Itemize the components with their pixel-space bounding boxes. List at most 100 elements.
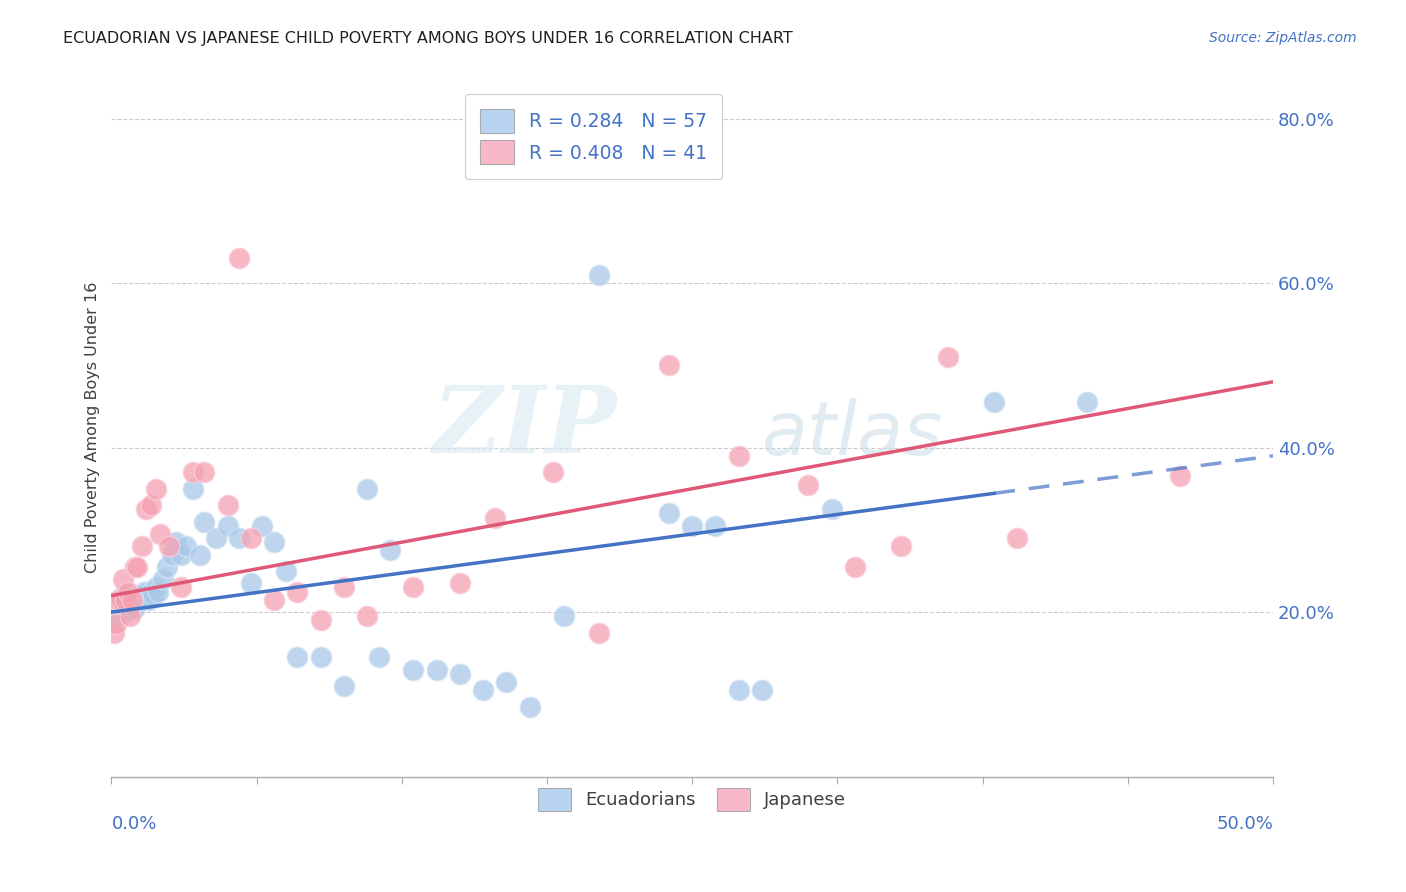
Text: atlas: atlas bbox=[762, 398, 943, 470]
Point bbox=[1007, 531, 1029, 545]
Point bbox=[797, 477, 820, 491]
Point bbox=[309, 613, 332, 627]
Point bbox=[936, 350, 959, 364]
Point bbox=[380, 543, 402, 558]
Point bbox=[146, 584, 169, 599]
Point bbox=[541, 465, 564, 479]
Point bbox=[519, 699, 541, 714]
Point bbox=[890, 539, 912, 553]
Point bbox=[274, 564, 297, 578]
Text: ECUADORIAN VS JAPANESE CHILD POVERTY AMONG BOYS UNDER 16 CORRELATION CHART: ECUADORIAN VS JAPANESE CHILD POVERTY AMO… bbox=[63, 31, 793, 46]
Point bbox=[727, 449, 749, 463]
Point bbox=[681, 518, 703, 533]
Point bbox=[588, 625, 610, 640]
Point bbox=[751, 683, 773, 698]
Point bbox=[263, 535, 285, 549]
Point bbox=[114, 592, 136, 607]
Point bbox=[112, 572, 135, 586]
Point bbox=[983, 395, 1005, 409]
Text: 50.0%: 50.0% bbox=[1216, 815, 1272, 833]
Point bbox=[152, 572, 174, 586]
Point bbox=[114, 605, 136, 619]
Point bbox=[110, 592, 132, 607]
Point bbox=[181, 465, 204, 479]
Point bbox=[402, 663, 425, 677]
Text: ZIP: ZIP bbox=[433, 382, 617, 472]
Point bbox=[121, 592, 143, 607]
Point bbox=[588, 268, 610, 282]
Point bbox=[142, 589, 165, 603]
Point bbox=[156, 560, 179, 574]
Point bbox=[285, 584, 308, 599]
Point bbox=[121, 592, 143, 607]
Point bbox=[332, 679, 354, 693]
Point bbox=[356, 482, 378, 496]
Point bbox=[332, 581, 354, 595]
Point bbox=[170, 581, 193, 595]
Point bbox=[193, 465, 215, 479]
Point bbox=[112, 589, 135, 603]
Point bbox=[449, 666, 471, 681]
Point bbox=[356, 609, 378, 624]
Point bbox=[217, 518, 239, 533]
Point bbox=[117, 584, 139, 599]
Point bbox=[495, 675, 517, 690]
Point bbox=[145, 581, 167, 595]
Point bbox=[145, 482, 167, 496]
Point bbox=[228, 252, 250, 266]
Point bbox=[132, 584, 155, 599]
Point bbox=[553, 609, 575, 624]
Point bbox=[138, 592, 160, 607]
Point bbox=[139, 498, 162, 512]
Point bbox=[124, 601, 146, 615]
Point bbox=[166, 535, 188, 549]
Text: Source: ZipAtlas.com: Source: ZipAtlas.com bbox=[1209, 31, 1357, 45]
Point bbox=[367, 650, 389, 665]
Point bbox=[131, 539, 153, 553]
Point bbox=[188, 548, 211, 562]
Point bbox=[131, 592, 153, 607]
Point bbox=[658, 359, 681, 373]
Point bbox=[170, 548, 193, 562]
Point bbox=[402, 581, 425, 595]
Point bbox=[844, 560, 866, 574]
Point bbox=[704, 518, 727, 533]
Point bbox=[309, 650, 332, 665]
Point bbox=[125, 560, 148, 574]
Point bbox=[117, 592, 139, 607]
Point bbox=[125, 592, 148, 607]
Point bbox=[174, 539, 197, 553]
Point bbox=[118, 597, 141, 611]
Point bbox=[105, 617, 128, 632]
Point bbox=[124, 560, 146, 574]
Point bbox=[107, 597, 129, 611]
Point bbox=[1076, 395, 1098, 409]
Point bbox=[285, 650, 308, 665]
Point bbox=[658, 507, 681, 521]
Point bbox=[205, 531, 228, 545]
Point bbox=[128, 589, 150, 603]
Point bbox=[1168, 469, 1191, 483]
Point bbox=[193, 515, 215, 529]
Point bbox=[139, 584, 162, 599]
Point bbox=[159, 539, 181, 553]
Point bbox=[239, 576, 262, 591]
Point bbox=[107, 592, 129, 607]
Point bbox=[472, 683, 495, 698]
Point bbox=[135, 502, 157, 516]
Text: 0.0%: 0.0% bbox=[111, 815, 157, 833]
Point bbox=[105, 609, 128, 624]
Point bbox=[228, 531, 250, 545]
Point bbox=[181, 482, 204, 496]
Point bbox=[110, 592, 132, 607]
Point bbox=[449, 576, 471, 591]
Legend: Ecuadorians, Japanese: Ecuadorians, Japanese bbox=[529, 779, 855, 820]
Point bbox=[426, 663, 449, 677]
Point bbox=[263, 592, 285, 607]
Point bbox=[252, 518, 274, 533]
Point bbox=[160, 548, 183, 562]
Point bbox=[239, 531, 262, 545]
Y-axis label: Child Poverty Among Boys Under 16: Child Poverty Among Boys Under 16 bbox=[86, 281, 100, 573]
Point bbox=[727, 683, 749, 698]
Point bbox=[118, 609, 141, 624]
